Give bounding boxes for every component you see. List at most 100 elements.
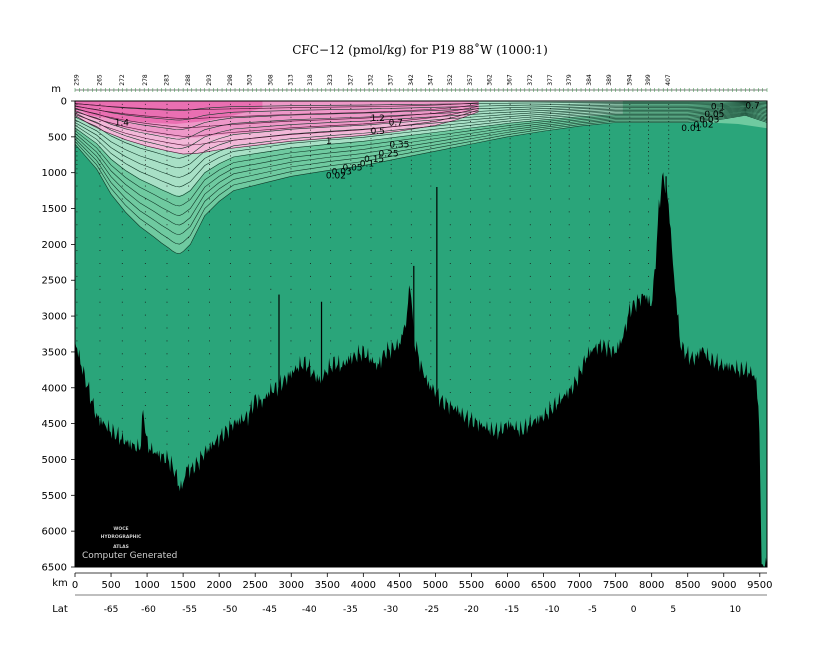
sample-dot — [144, 168, 146, 170]
sample-dot — [76, 103, 78, 105]
sample-dot — [144, 417, 146, 419]
sample-dot — [410, 275, 412, 277]
sample-dot — [370, 129, 372, 131]
station-label: 283 — [164, 74, 171, 86]
sample-dot — [121, 112, 123, 114]
km-tick-label: 4500 — [387, 580, 412, 591]
sample-dot — [629, 146, 631, 148]
sample-dot — [99, 142, 101, 144]
sample-dot — [509, 263, 511, 264]
sample-dot — [668, 151, 670, 153]
sample-dot — [410, 198, 412, 200]
sample-dot — [370, 211, 372, 213]
sample-dot — [166, 340, 168, 342]
sample-dot — [550, 164, 551, 165]
sample-dot — [568, 121, 570, 122]
sample-dot — [609, 159, 611, 161]
sample-dot — [648, 263, 649, 264]
contour-line — [74, 101, 768, 111]
sample-dot — [270, 164, 272, 165]
km-tick-label: 9000 — [711, 580, 736, 591]
sample-dot — [249, 146, 251, 148]
sample-dot — [270, 121, 272, 122]
sample-dot — [249, 142, 251, 144]
sample-dot — [166, 275, 168, 277]
sample-dot — [76, 327, 78, 329]
sample-dot — [410, 151, 412, 153]
sample-dot — [430, 159, 432, 161]
sample-dot — [588, 172, 590, 174]
sample-dot — [350, 155, 352, 157]
sample-dot — [166, 129, 168, 131]
sample-dot — [99, 121, 101, 122]
sample-dot — [121, 237, 123, 239]
sample-dot — [609, 263, 611, 264]
sample-dot — [609, 275, 611, 277]
sample-dot — [76, 185, 78, 187]
sample-dot — [309, 129, 311, 131]
sample-dot — [470, 129, 471, 131]
sample-dot — [76, 263, 78, 264]
sample-dot — [290, 125, 292, 127]
km-tick-label: 5000 — [423, 580, 448, 591]
km-tick-label: 500 — [101, 580, 120, 591]
contour-line — [74, 104, 768, 140]
lat-tick-label: -40 — [302, 605, 317, 615]
station-label: 347 — [427, 74, 434, 86]
sample-dot — [470, 125, 471, 127]
sample-dot — [609, 198, 611, 200]
lat-tick-label: -45 — [262, 605, 277, 615]
sample-dot — [648, 155, 649, 157]
sample-dot — [529, 353, 531, 355]
sample-dot — [509, 103, 511, 105]
sample-dot — [629, 288, 631, 290]
sample-dot — [229, 172, 231, 174]
sample-dot — [270, 301, 272, 303]
sample-dot — [330, 353, 332, 355]
sample-dot — [309, 121, 311, 122]
sample-dot — [76, 224, 78, 226]
contour-line — [74, 106, 479, 128]
sample-dot — [668, 133, 670, 135]
sample-dot — [550, 379, 551, 381]
sample-dot — [668, 108, 670, 110]
contour-line — [74, 110, 768, 207]
sample-dot — [309, 366, 311, 368]
sample-dot — [270, 327, 272, 329]
sample-dot — [144, 125, 146, 127]
sample-dot — [249, 314, 251, 316]
sample-dot — [509, 155, 511, 157]
sample-dot — [529, 138, 531, 140]
sample-dot — [390, 164, 392, 165]
sample-dot — [144, 327, 146, 329]
sample-dot — [99, 340, 101, 342]
sample-dot — [144, 366, 146, 368]
sample-dot — [629, 301, 631, 303]
sample-dot — [410, 288, 412, 290]
sample-dot — [229, 146, 231, 148]
sample-dot — [430, 288, 432, 290]
sample-dot — [370, 142, 372, 144]
sample-dot — [648, 125, 649, 127]
sample-dot — [509, 353, 511, 355]
sample-dot — [144, 133, 146, 135]
sample-dot — [76, 138, 78, 140]
sample-dot — [249, 103, 251, 105]
km-tick-label: 1500 — [170, 580, 195, 591]
sample-dot — [609, 108, 611, 110]
sample-dot — [188, 129, 190, 131]
sample-dot — [229, 112, 231, 114]
sample-dot — [166, 392, 168, 393]
sample-dot — [370, 327, 372, 329]
sample-dot — [568, 172, 570, 174]
sample-dot — [449, 237, 451, 239]
sample-dot — [489, 224, 491, 226]
station-label: 272 — [119, 74, 126, 86]
sample-dot — [648, 108, 649, 110]
sample-dot — [550, 133, 551, 135]
sample-dot — [668, 138, 670, 140]
sample-dot — [550, 211, 551, 213]
woce-watermark: WOCE HYDROGRAPHIC ATLAS Computer Generat… — [82, 526, 177, 561]
sample-dot — [629, 164, 631, 165]
sample-dot — [489, 211, 491, 213]
